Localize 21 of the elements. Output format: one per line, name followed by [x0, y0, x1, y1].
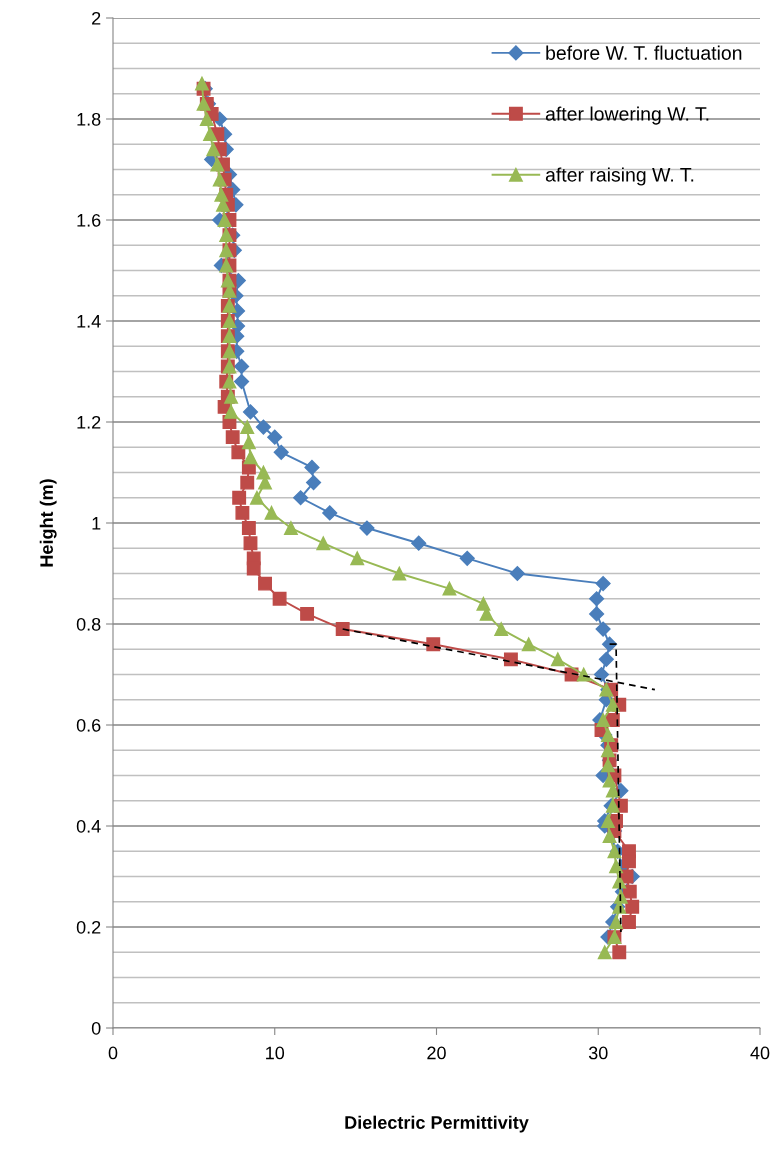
x-tick-label: 10: [266, 1046, 285, 1060]
x-tick-label: 0: [108, 1046, 118, 1060]
legend-label: before W. T. fluctuation: [546, 45, 742, 60]
y-tick-label: 0: [91, 1021, 101, 1035]
x-tick-label: 40: [750, 1046, 770, 1060]
y-axis-title: Height (m): [39, 479, 57, 567]
y-tick-label: 1.2: [77, 415, 101, 429]
y-tick-label: 0.6: [76, 718, 101, 732]
y-tick-label: 1.4: [77, 315, 101, 328]
y-tick-label: 0.4: [76, 819, 101, 833]
x-tick-label: 20: [427, 1046, 446, 1060]
y-tick-label: 1: [92, 517, 101, 530]
legend-label: after raising W. T.: [545, 167, 694, 186]
y-tick-label: 1.8: [77, 112, 101, 126]
y-tick-label: 0.8: [76, 617, 101, 631]
legend-label: after lowering W. T.: [545, 106, 709, 125]
y-tick-label: 0.2: [76, 920, 101, 934]
x-axis-title: Dielectric Permittivity: [345, 1115, 529, 1133]
y-tick-label: 1.6: [77, 213, 101, 227]
x-tick-label: 30: [588, 1046, 608, 1060]
y-tick-label: 2: [92, 11, 101, 25]
